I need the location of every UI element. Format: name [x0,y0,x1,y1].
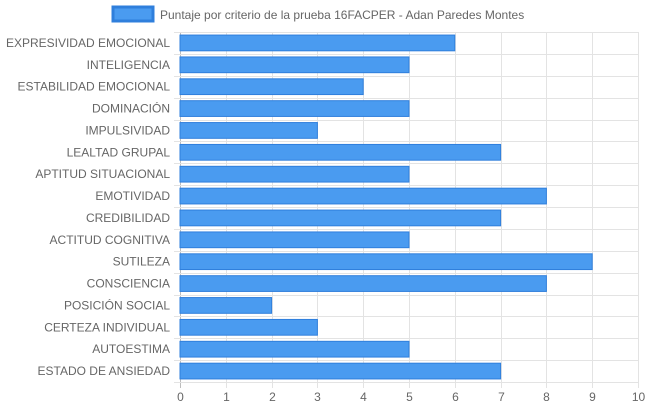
category-label: ACTITUD COGNITIVA [50,233,170,247]
category-label: DOMINACIÓN [92,101,170,116]
category-label: IMPULSIVIDAD [85,123,170,137]
category-label: ESTABILIDAD EMOCIONAL [18,80,171,94]
bar-14[interactable] [179,318,318,336]
category-label: CERTEZA INDIVIDUAL [44,320,170,334]
bar-8[interactable] [179,187,547,205]
x-tick-label: 5 [406,390,413,404]
category-labels: EXPRESIVIDAD EMOCIONAL INTELIGENCIA ESTABI… [6,36,170,378]
category-label: EMOTIVIDAD [95,189,170,203]
x-tick-label: 7 [498,390,505,404]
x-axis-ticks: 0 1 2 3 4 5 6 7 8 9 10 [177,390,645,404]
category-label: ESTADO DE ANSIEDAD [38,364,171,378]
bar-6[interactable] [179,143,502,161]
category-label: CONSCIENCIA [87,277,170,291]
x-tick-label: 9 [589,390,596,404]
legend-label: Puntaje por criterio de la prueba 16FACP… [160,8,524,22]
bar-5[interactable] [179,122,318,139]
category-label: LEALTAD GRUPAL [67,145,171,159]
grid-lines [174,32,639,388]
legend-swatch [111,5,155,23]
chart-legend[interactable]: Puntaje por criterio de la prueba 16FACP… [111,5,524,23]
bars-group [179,34,593,380]
x-tick-label: 3 [314,390,321,404]
bar-10[interactable] [179,231,410,249]
bar-2[interactable] [179,56,410,74]
x-tick-label: 8 [543,390,550,404]
category-label: POSICIÓN SOCIAL [64,297,170,312]
category-label: INTELIGENCIA [87,58,170,72]
bar-3[interactable] [179,78,364,96]
bar-9[interactable] [179,209,502,227]
bar-12[interactable] [179,275,547,292]
category-label: AUTOESTIMA [92,342,170,356]
bar-13[interactable] [179,297,273,314]
category-label: APTITUD SITUACIONAL [35,167,170,181]
bar-11[interactable] [179,253,593,271]
bar-1[interactable] [179,34,456,52]
bar-16[interactable] [179,362,502,380]
category-label: SUTILEZA [113,255,170,269]
category-label: CREDIBILIDAD [86,211,170,225]
bar-15[interactable] [179,340,410,358]
bar-4[interactable] [179,100,410,117]
x-tick-label: 1 [223,390,230,404]
x-tick-label: 10 [632,390,646,404]
x-tick-label: 6 [452,390,459,404]
bar-7[interactable] [179,165,410,183]
category-label: EXPRESIVIDAD EMOCIONAL [6,36,170,50]
x-tick-label: 4 [360,390,367,404]
x-tick-label: 0 [177,390,184,404]
x-tick-label: 2 [269,390,276,404]
